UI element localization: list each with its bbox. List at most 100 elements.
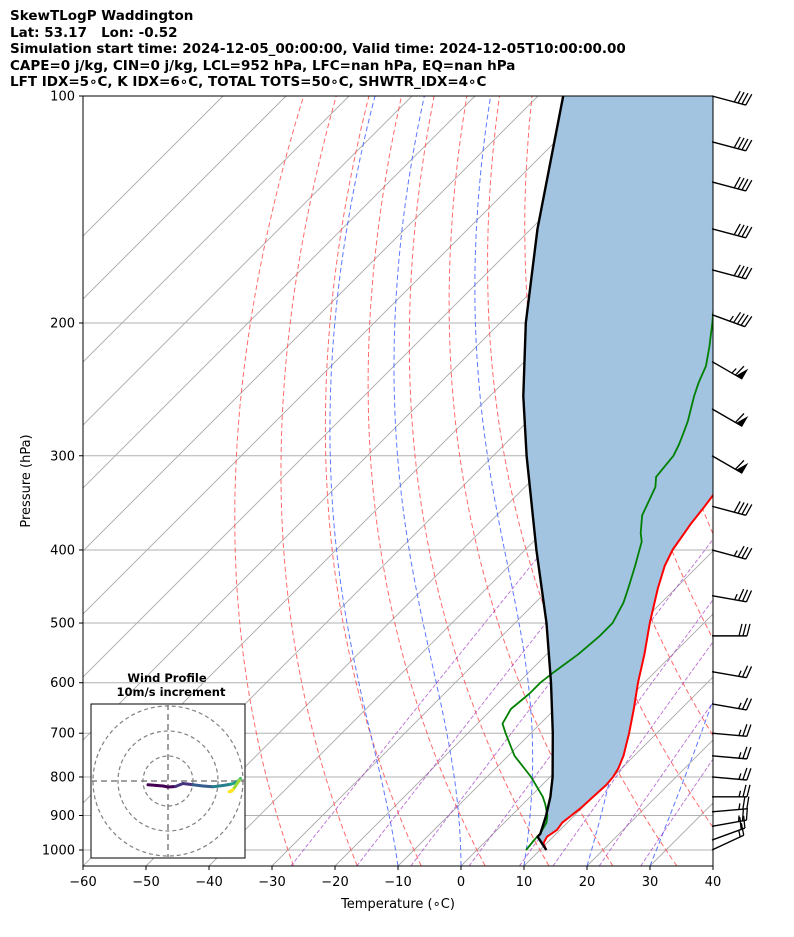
barb-half: [738, 803, 741, 810]
x-axis-title: Temperature (∘C): [340, 897, 455, 912]
barb-full: [745, 807, 748, 821]
barb-half: [731, 368, 737, 374]
dry-adiabat: [728, 96, 794, 866]
x-tick-label: 20: [579, 875, 596, 890]
barb-full: [745, 93, 753, 106]
barb-full: [733, 501, 741, 513]
barb-shaft: [711, 670, 747, 679]
isotherm-line: [397, 550, 713, 866]
barb-full: [745, 666, 753, 678]
mixing-ratio-line: [356, 411, 713, 866]
barb-half: [738, 752, 742, 759]
wind-barb: [711, 90, 753, 106]
barb-shaft: [711, 549, 746, 560]
wind-barb: [711, 796, 750, 813]
barb-shaft: [711, 776, 747, 781]
y-tick-label: 200: [50, 316, 75, 331]
barb-shaft: [711, 819, 747, 827]
barb-full: [746, 768, 752, 781]
barb-full: [742, 623, 747, 637]
mixing-ratio-line: [552, 641, 713, 866]
y-tick-label: 400: [50, 543, 75, 558]
barb-shaft: [711, 95, 746, 106]
barb-shaft: [711, 141, 746, 152]
barb-full: [741, 697, 749, 710]
x-tick-label: −30: [258, 875, 285, 890]
hodograph-segment: [146, 783, 165, 788]
wind-barb: [711, 408, 749, 428]
dry-adiabat: [234, 96, 305, 866]
barb-full: [741, 92, 749, 105]
barb-half: [737, 702, 742, 709]
isotherm-line: [83, 96, 665, 678]
barb-full: [745, 179, 753, 192]
wind-barb: [711, 746, 752, 760]
barb-pennant: [736, 462, 749, 474]
barb-full: [733, 90, 741, 103]
stability-indices-2: LFT IDX=5∘C, K IDX=6∘C, TOTAL TOTS=50∘C,…: [10, 74, 487, 91]
stability-indices-1: CAPE=0 j/kg, CIN=0 j/kg, LCL=952 hPa, LF…: [10, 57, 516, 74]
x-tick-label: −10: [384, 875, 411, 890]
wind-barb: [711, 724, 752, 737]
temperature-line: [542, 493, 713, 851]
y-tick-label: 900: [50, 809, 75, 824]
y-tick-label: 1000: [42, 844, 75, 859]
wind-barb: [711, 822, 745, 851]
wind-barb: [711, 455, 749, 474]
inset-title-line1: Wind Profile: [127, 671, 207, 685]
wind-barb: [711, 767, 752, 781]
barb-full: [745, 590, 753, 603]
mixing-ratio-line: [519, 599, 713, 866]
moist-adiabat: [329, 96, 399, 866]
sounding-profiles: [501, 96, 713, 851]
barb-full: [737, 265, 745, 278]
wind-barb: [712, 623, 751, 637]
barb-full: [745, 139, 753, 152]
barb-shaft: [711, 181, 746, 192]
barb-shaft: [711, 360, 743, 380]
wind-barb: [712, 784, 751, 798]
dry-adiabat: [324, 96, 422, 866]
barb-full: [741, 546, 749, 559]
barb-shaft: [711, 269, 746, 280]
isotherm-line: [523, 676, 713, 866]
barb-full: [734, 459, 745, 470]
barb-full: [740, 314, 749, 326]
barb-full: [738, 623, 743, 637]
barb-half: [738, 790, 742, 797]
simulation-times: Simulation start time: 2024-12-05_00:00:…: [10, 41, 626, 58]
barb-full: [737, 224, 745, 237]
barb-full: [733, 136, 741, 149]
barb-full: [746, 784, 751, 797]
wind-barb: [711, 264, 753, 280]
wind-barb: [711, 360, 749, 380]
barb-full: [734, 365, 745, 376]
y-tick-label: 800: [50, 770, 75, 785]
moist-adiabat: [649, 698, 713, 866]
y-tick-label: 700: [50, 727, 75, 742]
isotherm-line: [83, 96, 476, 489]
barb-shaft: [711, 595, 747, 603]
x-tick-label: −60: [69, 875, 96, 890]
hodograph-segment: [201, 784, 215, 789]
y-axis-title: Pressure (hPa): [19, 434, 34, 527]
barb-half: [738, 830, 741, 838]
barb-full: [742, 746, 748, 759]
barb-full: [746, 724, 752, 737]
x-tick-label: 30: [642, 875, 659, 890]
hodograph-segment: [181, 782, 195, 787]
barb-full: [734, 413, 745, 423]
cape-area: [523, 96, 713, 850]
barb-full: [744, 316, 753, 328]
barb-shaft: [711, 408, 743, 428]
barb-shaft: [711, 505, 746, 516]
x-tick-label: −50: [132, 875, 159, 890]
barb-pennant: [736, 416, 749, 427]
barb-full: [742, 796, 746, 810]
moist-adiabat: [474, 96, 534, 866]
barb-full: [741, 665, 749, 678]
hodograph-segment: [191, 783, 205, 788]
location-coordinates: Lat: 53.17 Lon: -0.52: [10, 24, 178, 41]
barb-shaft: [711, 732, 747, 737]
barb-half: [737, 670, 742, 677]
